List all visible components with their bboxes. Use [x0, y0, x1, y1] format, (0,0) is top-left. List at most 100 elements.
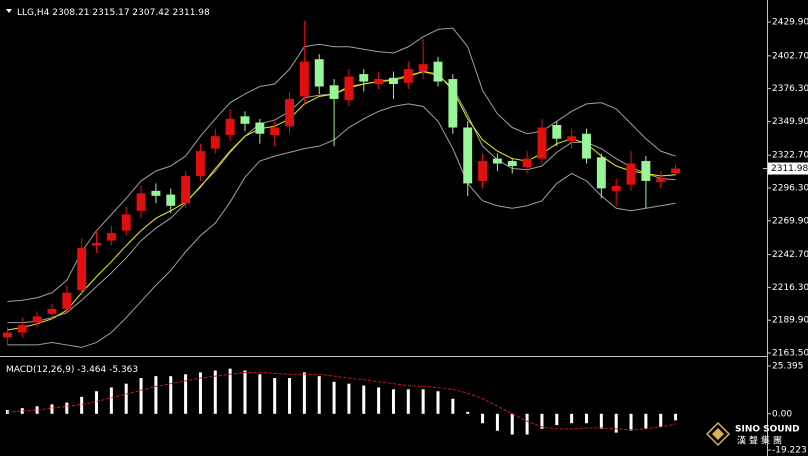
candle-body [374, 79, 384, 85]
macd-bar [659, 413, 663, 427]
macd-bar [481, 413, 485, 424]
signal-line [7, 371, 676, 431]
candle-body [582, 133, 591, 159]
candle-body [596, 157, 606, 189]
macd-bar [406, 389, 410, 414]
macd-bar [362, 385, 366, 414]
candle-body [359, 74, 369, 82]
y-tick-label: 2216.30 [772, 283, 808, 293]
macd-bar [540, 413, 544, 429]
candle-body [255, 122, 265, 134]
candle-body [478, 161, 488, 181]
indicator-line [7, 71, 676, 331]
watermark-logo [705, 421, 731, 447]
macd-bar [391, 389, 395, 414]
y-tick-label: 2269.90 [772, 216, 808, 226]
last-price-box [768, 162, 808, 175]
candle-body [92, 243, 101, 246]
candle-body [2, 332, 12, 338]
indicator-line [7, 103, 676, 348]
candle-body [656, 178, 666, 183]
candle-body [314, 59, 324, 87]
macd-bar [243, 370, 247, 414]
candle-body [641, 161, 651, 181]
macd-bar [644, 413, 648, 429]
macd-bar [584, 413, 588, 424]
macd-bar [228, 368, 232, 414]
macd-bar [258, 374, 262, 414]
macd-bar [184, 374, 188, 414]
candle-body [225, 118, 235, 135]
candle-body [166, 194, 176, 206]
macd-bar [302, 372, 306, 414]
candle-body [17, 325, 27, 333]
candle-body [492, 158, 502, 164]
y-tick-label: 0.00 [772, 409, 792, 419]
candle-body [552, 125, 562, 139]
menu-arrow[interactable] [6, 9, 12, 13]
watermark-logo-inner [712, 428, 724, 440]
y-tick-label: -19.223 [772, 446, 807, 456]
macd-bar [288, 378, 292, 414]
close-value: 2311.98 [173, 8, 210, 18]
y-tick-label: 2376.30 [772, 84, 808, 94]
macd-label: MACD(12,26,9) [6, 365, 74, 375]
y-tick-label: 2402.70 [772, 51, 808, 61]
candle-body [47, 308, 57, 314]
macd-bar [198, 372, 202, 414]
high-value: 2315.17 [92, 8, 129, 18]
macd-bar [555, 413, 559, 426]
candle-body [240, 116, 250, 124]
candle-body [507, 161, 517, 167]
candle-body [270, 127, 280, 135]
candle-body [433, 61, 443, 82]
candle-body [136, 193, 146, 211]
candle-body [106, 233, 116, 241]
last-price-label: 2311.98 [771, 164, 808, 174]
candle-body [32, 316, 42, 323]
macd-bar [154, 376, 158, 414]
candle-body [522, 158, 532, 168]
symbol: LLG,H4 [17, 8, 50, 18]
macd-bar [124, 383, 128, 414]
macd-header: MACD(12,26,9) -3.464 -5.363 [6, 365, 138, 375]
candle-body [418, 64, 428, 72]
indicator-line [7, 71, 676, 324]
candle-body [285, 98, 294, 127]
macd-bar [510, 413, 514, 435]
y-tick-label: 2296.30 [772, 184, 808, 194]
macd-bar [80, 396, 84, 414]
macd-bar [377, 387, 381, 414]
macd-bar [273, 378, 277, 414]
watermark: SINO SOUND 漢聲集團 [705, 421, 800, 447]
y-tick-label: 2429.90 [772, 18, 808, 28]
low-value: 2307.42 [132, 8, 169, 18]
candle-body [626, 163, 636, 185]
macd-bar [169, 376, 173, 414]
candle-body [671, 168, 681, 174]
y-tick-label: 2189.90 [772, 316, 808, 326]
macd-bar [317, 376, 321, 414]
candle-body [567, 136, 577, 142]
candle-body [195, 151, 205, 176]
macd-bar [629, 413, 633, 431]
macd-bar [35, 406, 39, 414]
candle-body [329, 85, 339, 99]
signal-value: -5.363 [109, 365, 138, 375]
open-value: 2308.21 [52, 8, 89, 18]
macd-bar [674, 413, 678, 421]
macd-bar [466, 411, 470, 414]
macd-bar [614, 413, 618, 433]
candle-body [62, 292, 72, 309]
watermark-brand: SINO SOUND [735, 425, 800, 435]
candle-body [210, 136, 220, 149]
macd-bar [65, 402, 69, 414]
candle-body [448, 79, 458, 128]
candle-body [77, 248, 87, 291]
candle-body [121, 214, 131, 231]
macd-bar [570, 413, 574, 424]
macd-bar [436, 391, 440, 414]
macd-bar [95, 391, 99, 414]
y-tick-label: 2242.70 [772, 250, 808, 260]
